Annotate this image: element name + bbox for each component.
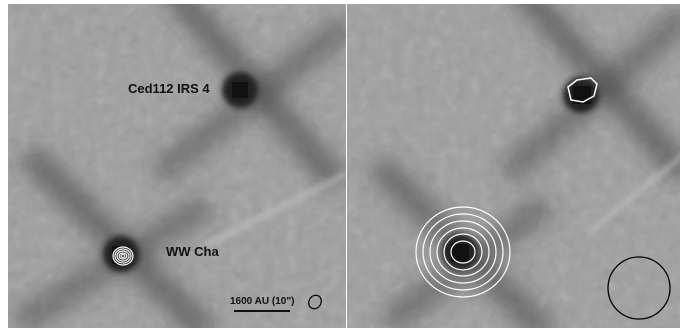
scale-bar-label: 1600 AU (10") <box>230 296 295 307</box>
right-image-panel <box>347 4 680 328</box>
light-streak <box>206 171 346 247</box>
label-ww-cha: WW Cha <box>166 244 219 259</box>
label-ced112-irs4: Ced112 IRS 4 <box>128 81 210 96</box>
light-streak <box>585 154 680 237</box>
left-image-canvas <box>8 4 346 328</box>
ww-cha-contours <box>112 246 134 266</box>
right-image-canvas <box>347 4 680 328</box>
beam-circle-large <box>607 256 671 320</box>
ced112-irs4-contour <box>567 77 598 103</box>
source-ced112-irs4-core <box>232 82 248 98</box>
source-ww-cha-core <box>451 244 469 262</box>
ww-cha-contours <box>415 206 511 298</box>
beam-ellipse-small <box>308 294 322 310</box>
left-image-panel: Ced112 IRS 4 WW Cha 1600 AU (10") <box>8 4 346 328</box>
